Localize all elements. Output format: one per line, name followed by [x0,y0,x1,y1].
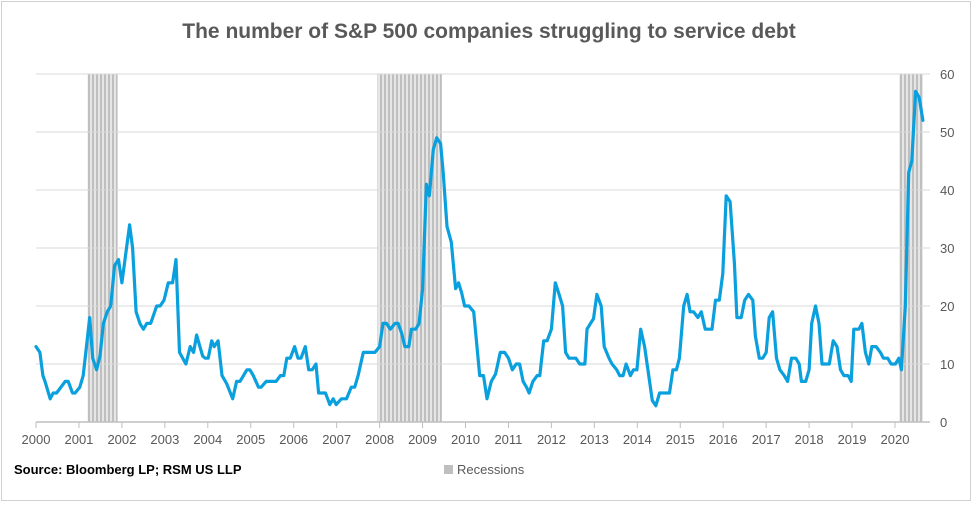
legend: Recessions [444,462,524,477]
x-tick-label: 2006 [279,432,308,447]
x-tick-label: 2018 [795,432,824,447]
x-tick-label: 2011 [494,432,522,447]
x-tick-label: 2012 [537,432,566,447]
x-tick-label: 2005 [236,432,265,447]
x-tick-label: 2020 [881,432,910,447]
y-tick-label: 40 [940,183,954,198]
legend-swatch-recessions [444,465,453,474]
x-tick-label: 2014 [623,432,652,447]
x-tick-label: 2015 [666,432,695,447]
y-tick-label: 30 [940,241,954,256]
x-tick-label: 2000 [22,432,51,447]
x-tick-label: 2010 [451,432,480,447]
y-tick-label: 60 [940,67,954,82]
y-tick-label: 10 [940,357,954,372]
x-tick-label: 2003 [150,432,179,447]
y-tick-label: 20 [940,299,954,314]
x-tick-label: 2017 [752,432,781,447]
x-tick-label: 2002 [107,432,136,447]
x-tick-label: 2009 [408,432,437,447]
x-tick-label: 2007 [322,432,351,447]
chart-title: The number of S&P 500 companies struggli… [182,20,796,43]
x-tick-label: 2013 [580,432,609,447]
x-tick-label: 2004 [193,432,222,447]
x-tick-label: 2019 [838,432,867,447]
x-tick-label: 2008 [365,432,394,447]
x-tick-label: 2001 [64,432,93,447]
y-tick-label: 0 [940,415,947,430]
legend-label-recessions: Recessions [457,462,525,477]
series-line [34,89,925,408]
source-note: Source: Bloomberg LP; RSM US LLP [14,462,242,477]
y-tick-label: 50 [940,125,954,140]
x-tick-label: 2016 [709,432,738,447]
